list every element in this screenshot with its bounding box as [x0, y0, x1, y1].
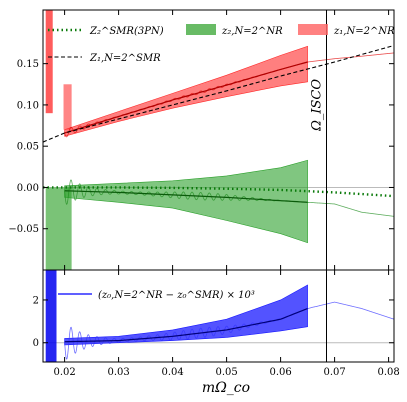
bottom-ytick-label: 0 [33, 338, 39, 349]
top-ytick-label: 0.05 [17, 142, 39, 153]
top-plot-area [43, 10, 394, 270]
legend-label-z1nr: z₁,N=2^NR [333, 26, 395, 37]
blue-transient [45, 270, 57, 362]
top-panel: −0.05 0.00 0.05 0.10 0.15 Ω_ISCO Z₂^SMR(3PN)… [8, 9, 395, 271]
legend-swatch-z1nr [298, 24, 328, 35]
top-ytick-label: −0.05 [8, 224, 39, 235]
top-legend: Z₂^SMR(3PN) Z₁,N=2^SMR z₂,N=2^NR z₁,N=2^NR [48, 24, 395, 64]
bottom-panel: 0 2 0.02 0.03 0.04 0.05 0.06 0.07 0.08 (z₀,N=2^N… [33, 269, 400, 378]
top-axes-frame [42, 9, 395, 271]
x-axis-label: mΩ_co [202, 380, 250, 396]
top-ytick-label: 0.10 [17, 100, 39, 111]
legend-label-z1smr: Z₁,N=2^SMR [89, 53, 161, 64]
z0diff-mean [64, 307, 308, 343]
z2nr-mean [64, 190, 308, 203]
legend-label-z2nr: z₂,N=2^NR [221, 26, 283, 37]
bottom-xtick-label: 0.06 [269, 367, 291, 378]
z1smr-line [43, 44, 394, 143]
bottom-xtick-label: 0.07 [323, 367, 345, 378]
z2smr-line [43, 186, 394, 198]
bottom-xtick-label: 0.08 [377, 367, 399, 378]
legend-label-z0diff: (z₀,N=2^NR − z₀^SMR) × 10³ [98, 290, 255, 301]
legend-swatch-z2nr [186, 24, 216, 35]
top-ticks: −0.05 0.00 0.05 0.10 0.15 [8, 10, 394, 270]
bottom-xtick-label: 0.03 [107, 367, 129, 378]
z2nr-band [64, 159, 308, 244]
z1nr-mean [64, 61, 308, 134]
red-transient-2 [63, 84, 72, 130]
bottom-axes-frame [42, 269, 395, 363]
bottom-xtick-label: 0.04 [161, 367, 183, 378]
bottom-legend: (z₀,N=2^NR − z₀^SMR) × 10³ [58, 290, 255, 301]
bottom-ticks: 0 2 0.02 0.03 0.04 0.05 0.06 0.07 0.08 [33, 270, 400, 378]
bottom-xtick-label: 0.02 [53, 367, 75, 378]
bottom-xtick-label: 0.05 [215, 367, 237, 378]
z2nr-osc [64, 179, 394, 217]
top-ytick-label: 0.15 [17, 59, 39, 70]
isco-label: Ω_ISCO [310, 79, 325, 132]
bottom-ytick-label: 2 [33, 295, 39, 306]
bottom-plot-area [43, 270, 394, 362]
z0diff-osc [64, 301, 394, 360]
top-ytick-label: 0.00 [17, 183, 39, 194]
legend-label-z2smr: Z₂^SMR(3PN) [89, 26, 164, 37]
red-transient [45, 10, 53, 114]
